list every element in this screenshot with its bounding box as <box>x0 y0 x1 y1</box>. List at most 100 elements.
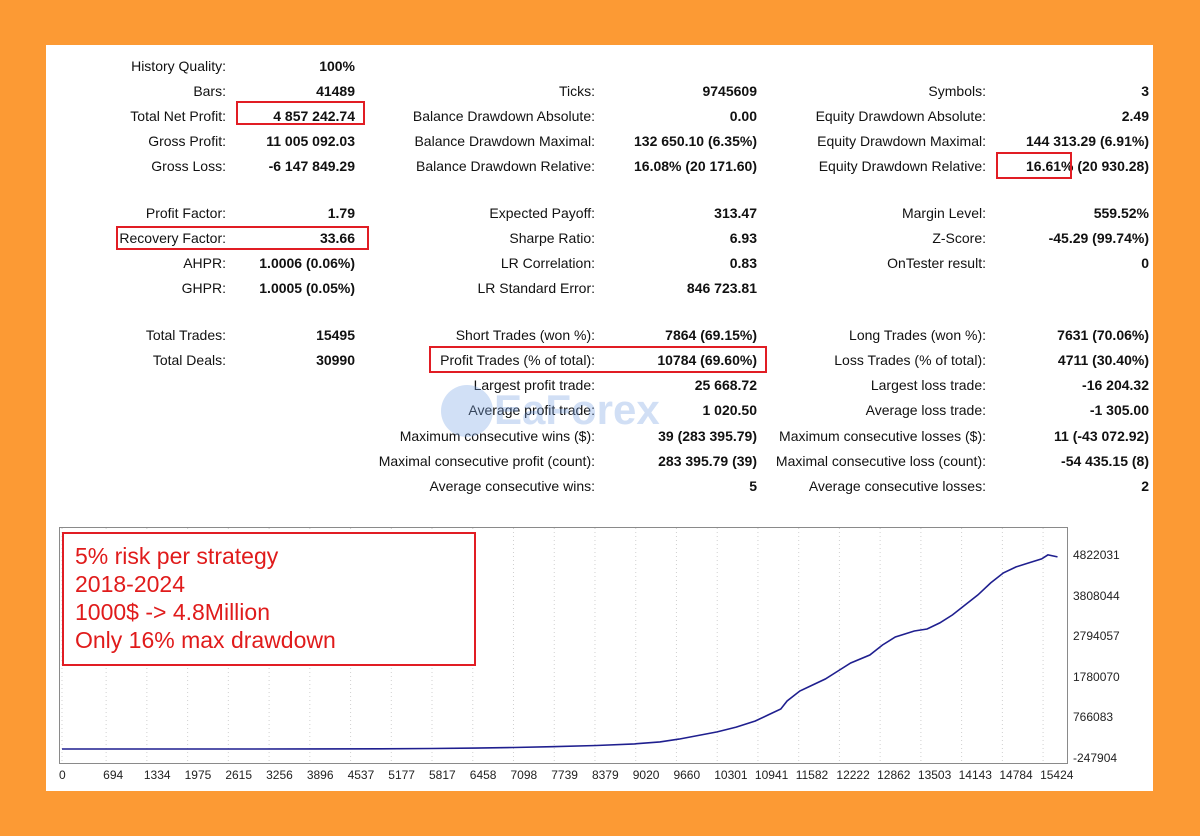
stat-label: Largest profit trade: <box>473 377 595 393</box>
x-tick-label: 3896 <box>306 768 334 782</box>
x-tick-label: 12222 <box>836 768 870 782</box>
stat-value: 4711 (30.40%) <box>1057 352 1149 368</box>
x-tick-label: 13503 <box>917 768 952 782</box>
stat-label: Average profit trade: <box>468 402 595 418</box>
stat-label: Maximal consecutive profit (count): <box>378 453 595 469</box>
stat-label: Ticks: <box>558 83 595 99</box>
stat-value: 313.47 <box>714 205 757 221</box>
stat-label: Average loss trade: <box>865 402 986 418</box>
stat-value: 1.0005 (0.05%) <box>259 280 355 296</box>
watermark-logo: EaForex <box>441 385 660 437</box>
stat-value: 2.49 <box>1121 108 1149 124</box>
stat-value: 1.79 <box>327 205 355 221</box>
stat-label: Balance Drawdown Maximal: <box>414 133 595 149</box>
stat-value: 4 857 242.74 <box>273 108 355 124</box>
stat-label: LR Standard Error: <box>477 280 596 296</box>
stat-label: Expected Payoff: <box>489 205 595 221</box>
x-tick-label: 0 <box>59 768 66 782</box>
stat-value: 11 (-43 072.92) <box>1054 428 1149 444</box>
x-tick-label: 15424 <box>1040 768 1074 782</box>
x-tick-label: 6458 <box>469 768 497 782</box>
stat-value: 33.66 <box>319 230 355 246</box>
stat-value: 16.08% (20 171.60) <box>634 158 757 174</box>
stat-value: 15495 <box>316 327 355 343</box>
stat-value: 0 <box>1141 255 1149 271</box>
stat-value: 7631 (70.06%) <box>1057 327 1149 343</box>
stat-value: 1.0006 (0.06%) <box>259 255 355 271</box>
x-tick-label: 2615 <box>225 768 253 782</box>
stat-label: Gross Loss: <box>151 158 226 174</box>
annotation-line-risk: 5% risk per strategy <box>75 543 279 569</box>
stat-value: 6.93 <box>729 230 757 246</box>
annotation-line-drawdown: Only 16% max drawdown <box>75 627 336 653</box>
y-tick-label: 766083 <box>1073 710 1114 725</box>
x-tick-label: 7739 <box>551 768 578 782</box>
stat-value: 1 020.50 <box>702 402 758 418</box>
y-tick-label: 2794057 <box>1073 629 1120 644</box>
stat-value: 144 313.29 (6.91%) <box>1026 133 1149 149</box>
stat-label: Bars: <box>193 83 226 99</box>
stat-label: Total Trades: <box>145 327 226 343</box>
stat-value: 10784 (69.60%) <box>657 352 757 368</box>
stat-label: Maximum consecutive wins ($): <box>399 428 595 444</box>
stat-value: 39 (283 395.79) <box>658 428 757 444</box>
annotation-line-period: 2018-2024 <box>75 571 185 597</box>
stat-value: 2 <box>1141 478 1149 494</box>
stat-value: -16 204.32 <box>1082 377 1149 393</box>
stat-label: Average consecutive wins: <box>429 478 596 494</box>
stat-value: 3 <box>1141 83 1149 99</box>
highlight-profit-trades <box>429 346 767 373</box>
stat-label: Maximal consecutive loss (count): <box>775 453 986 469</box>
stat-label: Total Deals: <box>152 352 226 368</box>
annotation-box: 5% risk per strategy 2018-2024 1000$ -> … <box>62 532 476 666</box>
stat-label: GHPR: <box>181 280 226 296</box>
stat-label: LR Correlation: <box>500 255 595 271</box>
stat-label: Margin Level: <box>901 205 986 221</box>
stat-label: Gross Profit: <box>148 133 226 149</box>
stat-value: 5 <box>749 478 757 494</box>
x-tick-label: 14143 <box>958 768 992 782</box>
highlight-equity-drawdown-relative <box>996 152 1072 179</box>
x-tick-label: 9660 <box>673 768 701 782</box>
stat-value: 283 395.79 (39) <box>658 453 757 469</box>
x-tick-label: 1334 <box>143 768 171 782</box>
stat-label: AHPR: <box>183 255 226 271</box>
stat-label: Total Net Profit: <box>130 108 226 124</box>
stat-label: Z-Score: <box>932 230 986 246</box>
stat-value: -45.29 (99.74%) <box>1048 230 1149 246</box>
stat-label: Maximum consecutive losses ($): <box>779 428 986 444</box>
highlight-total-net-profit <box>236 101 365 125</box>
stat-value: -6 147 849.29 <box>268 158 355 174</box>
stat-label: Average consecutive losses: <box>808 478 986 494</box>
stat-label: Balance Drawdown Relative: <box>416 158 595 174</box>
x-tick-label: 14784 <box>999 768 1033 782</box>
stat-value: 7864 (69.15%) <box>665 327 757 343</box>
stat-value: 559.52% <box>1093 205 1149 221</box>
x-tick-label: 5817 <box>429 768 456 782</box>
watermark-text: EaForex <box>494 386 660 433</box>
stat-value: 30990 <box>316 352 355 368</box>
x-tick-label: 694 <box>103 768 124 782</box>
stat-label: Sharpe Ratio: <box>509 230 595 246</box>
x-tick-label: 5177 <box>388 768 415 782</box>
stat-label: Profit Trades (% of total): <box>440 352 595 368</box>
x-tick-label: 7098 <box>510 768 538 782</box>
x-tick-label: 12862 <box>877 768 911 782</box>
stat-label: Recovery Factor: <box>119 230 226 246</box>
stat-label: Short Trades (won %): <box>455 327 595 343</box>
stat-label: Long Trades (won %): <box>849 327 986 343</box>
stat-value: -54 435.15 (8) <box>1061 453 1149 469</box>
stat-value: 846 723.81 <box>686 280 757 296</box>
stat-label: OnTester result: <box>887 255 986 271</box>
x-tick-label: 10941 <box>754 768 789 782</box>
x-tick-label: 1975 <box>184 768 212 782</box>
x-tick-label: 4537 <box>347 768 375 782</box>
annotation-line-growth: 1000$ -> 4.8Million <box>75 599 270 625</box>
stat-label: Profit Factor: <box>145 205 226 221</box>
highlight-recovery-factor <box>116 226 369 250</box>
watermark-circle <box>441 385 493 437</box>
stat-value: 25 668.72 <box>694 377 757 393</box>
stat-label: Balance Drawdown Absolute: <box>412 108 595 124</box>
x-tick-label: 3256 <box>266 768 293 782</box>
stat-value: 0.00 <box>729 108 757 124</box>
